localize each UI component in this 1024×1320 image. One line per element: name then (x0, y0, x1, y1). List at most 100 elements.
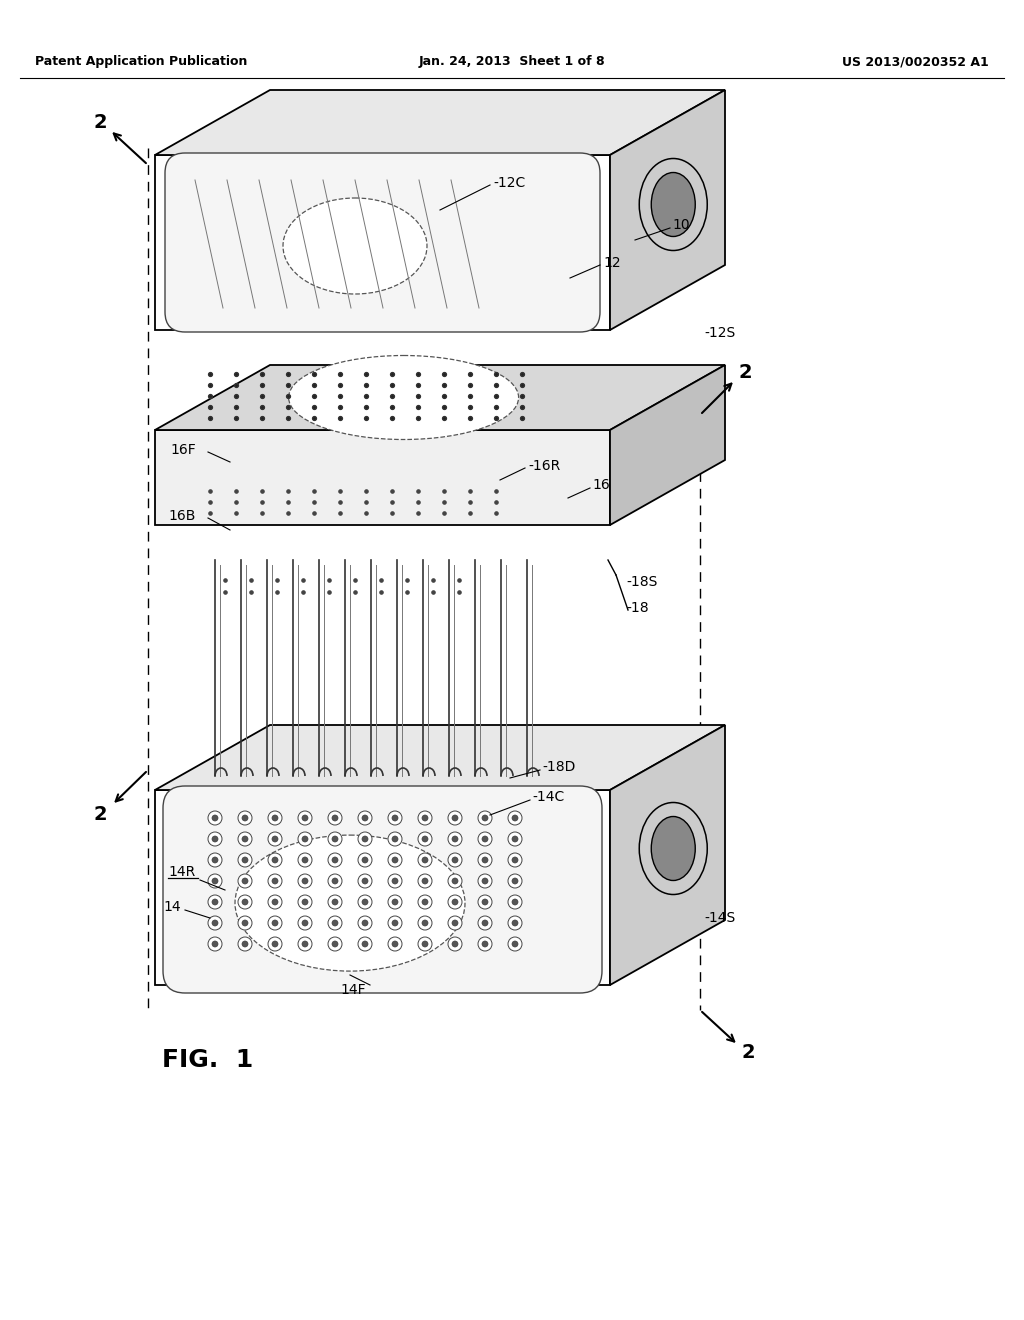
Ellipse shape (651, 817, 695, 880)
Ellipse shape (449, 810, 462, 825)
Ellipse shape (212, 814, 218, 821)
Ellipse shape (328, 832, 342, 846)
Ellipse shape (242, 878, 248, 884)
Ellipse shape (482, 899, 488, 906)
Ellipse shape (289, 355, 518, 440)
Ellipse shape (392, 857, 398, 863)
Ellipse shape (512, 836, 518, 842)
Ellipse shape (242, 941, 248, 946)
Ellipse shape (418, 895, 432, 909)
Text: US 2013/0020352 A1: US 2013/0020352 A1 (843, 55, 989, 69)
Ellipse shape (422, 814, 428, 821)
Ellipse shape (482, 814, 488, 821)
Ellipse shape (328, 937, 342, 950)
Ellipse shape (508, 874, 522, 888)
Ellipse shape (392, 941, 398, 946)
Ellipse shape (358, 937, 372, 950)
Ellipse shape (422, 857, 428, 863)
Ellipse shape (298, 874, 312, 888)
Text: -16R: -16R (528, 459, 560, 473)
Ellipse shape (452, 878, 458, 884)
Ellipse shape (212, 941, 218, 946)
Text: 14F: 14F (340, 983, 366, 997)
Ellipse shape (242, 836, 248, 842)
Ellipse shape (452, 899, 458, 906)
Ellipse shape (298, 895, 312, 909)
FancyBboxPatch shape (165, 153, 600, 333)
Ellipse shape (362, 878, 368, 884)
Ellipse shape (332, 878, 338, 884)
Ellipse shape (332, 836, 338, 842)
Ellipse shape (268, 895, 282, 909)
Ellipse shape (478, 874, 492, 888)
Polygon shape (155, 725, 725, 789)
Ellipse shape (449, 832, 462, 846)
Ellipse shape (272, 920, 278, 927)
Ellipse shape (272, 836, 278, 842)
Ellipse shape (449, 853, 462, 867)
Ellipse shape (392, 920, 398, 927)
Ellipse shape (508, 832, 522, 846)
Ellipse shape (208, 874, 222, 888)
Ellipse shape (418, 916, 432, 931)
Ellipse shape (268, 874, 282, 888)
Ellipse shape (362, 920, 368, 927)
Ellipse shape (208, 810, 222, 825)
Ellipse shape (422, 920, 428, 927)
Ellipse shape (388, 810, 402, 825)
Ellipse shape (449, 874, 462, 888)
Ellipse shape (358, 916, 372, 931)
Ellipse shape (328, 895, 342, 909)
Polygon shape (610, 90, 725, 330)
Ellipse shape (328, 874, 342, 888)
Text: 10: 10 (672, 218, 689, 232)
Ellipse shape (388, 916, 402, 931)
Ellipse shape (512, 899, 518, 906)
Ellipse shape (332, 920, 338, 927)
Ellipse shape (388, 895, 402, 909)
Ellipse shape (332, 857, 338, 863)
Ellipse shape (238, 810, 252, 825)
Ellipse shape (328, 853, 342, 867)
Ellipse shape (482, 920, 488, 927)
Ellipse shape (332, 899, 338, 906)
Ellipse shape (242, 899, 248, 906)
Ellipse shape (208, 895, 222, 909)
Ellipse shape (388, 874, 402, 888)
Ellipse shape (449, 895, 462, 909)
Polygon shape (155, 366, 725, 430)
Polygon shape (155, 90, 725, 154)
Ellipse shape (388, 937, 402, 950)
Ellipse shape (362, 941, 368, 946)
Ellipse shape (482, 878, 488, 884)
Ellipse shape (362, 899, 368, 906)
Ellipse shape (272, 814, 278, 821)
Text: 12: 12 (603, 256, 621, 271)
Ellipse shape (392, 836, 398, 842)
Polygon shape (155, 430, 610, 525)
Ellipse shape (268, 810, 282, 825)
Ellipse shape (268, 937, 282, 950)
Ellipse shape (362, 814, 368, 821)
Ellipse shape (449, 937, 462, 950)
Ellipse shape (388, 832, 402, 846)
Text: -18: -18 (626, 601, 648, 615)
Ellipse shape (242, 920, 248, 927)
Ellipse shape (298, 853, 312, 867)
Ellipse shape (422, 899, 428, 906)
Text: 14R: 14R (168, 865, 196, 879)
Ellipse shape (302, 920, 308, 927)
FancyBboxPatch shape (163, 785, 602, 993)
Text: 2: 2 (93, 112, 106, 132)
Ellipse shape (238, 895, 252, 909)
Ellipse shape (283, 198, 427, 294)
Ellipse shape (234, 836, 465, 972)
Text: -12C: -12C (493, 176, 525, 190)
Ellipse shape (392, 899, 398, 906)
Ellipse shape (392, 814, 398, 821)
Ellipse shape (272, 857, 278, 863)
Ellipse shape (418, 874, 432, 888)
Ellipse shape (508, 916, 522, 931)
Ellipse shape (242, 814, 248, 821)
Text: 16: 16 (592, 478, 609, 492)
